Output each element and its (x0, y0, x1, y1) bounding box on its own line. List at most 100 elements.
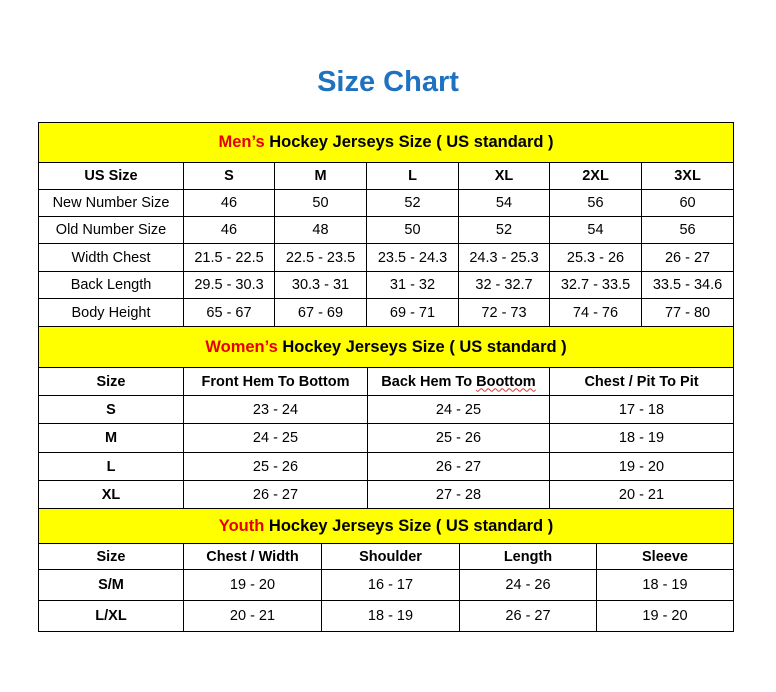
table-cell: 48 (274, 216, 367, 244)
table-cell: 17 - 18 (548, 395, 735, 424)
row-label: New Number Size (38, 189, 184, 217)
column-header-label: Size (96, 548, 126, 565)
table-cell: 26 - 27 (459, 600, 597, 632)
table-cell: 72 - 73 (458, 298, 550, 327)
section-title-text: Hockey Jerseys Size ( US standard ) (264, 133, 554, 151)
row-label: M (38, 423, 184, 453)
table-cell: 69 - 71 (366, 298, 459, 327)
youth-size-table: Youth Hockey Jerseys Size ( US standard … (37, 508, 735, 632)
table-cell: 50 (366, 216, 459, 244)
row-label: S (38, 395, 184, 424)
table-cell: 20 - 21 (183, 600, 322, 632)
column-header-label: 2XL (582, 168, 609, 184)
column-header: Size (38, 543, 184, 570)
table-row: S/M 19 - 20 16 - 17 24 - 26 18 - 19 (38, 569, 735, 601)
header-row: Size Front Hem To Bottom Back Hem To Boott… (38, 367, 735, 396)
table-row: S 23 - 24 24 - 25 17 - 18 (38, 395, 735, 424)
row-label: Old Number Size (38, 216, 184, 244)
column-header: Length (459, 543, 597, 570)
table-cell: 21.5 - 22.5 (183, 243, 275, 272)
column-header-label: Sleeve (642, 548, 688, 565)
column-header: US Size (38, 162, 184, 190)
womens-size-table: Women’s Hockey Jerseys Size ( US standar… (37, 326, 735, 509)
table-cell: 16 - 17 (321, 569, 460, 601)
table-cell: 26 - 27 (183, 480, 368, 509)
header-row: US Size S M L XL 2XL 3XL (38, 162, 735, 190)
section-title: Youth Hockey Jerseys Size ( US standard … (37, 508, 735, 544)
section-title: Men’s Hockey Jerseys Size ( US standard … (37, 122, 735, 163)
table-cell: 30.3 - 31 (274, 271, 367, 299)
column-header-label: Chest / Width (206, 548, 299, 565)
section-title-row: Youth Hockey Jerseys Size ( US standard … (37, 508, 735, 544)
column-header-label: S (224, 168, 234, 184)
table-cell: 25 - 26 (367, 423, 550, 453)
column-header-label: L (408, 168, 417, 184)
column-header: Size (38, 367, 184, 396)
table-cell: 23.5 - 24.3 (366, 243, 459, 272)
column-header: XL (458, 162, 550, 190)
column-header-label: XL (494, 168, 514, 184)
table-cell: 52 (366, 189, 459, 217)
table-row: M 24 - 25 25 - 26 18 - 19 (38, 423, 735, 453)
row-label: L/XL (38, 600, 184, 632)
page-title: Size Chart (317, 66, 459, 98)
table-cell: 77 - 80 (640, 298, 735, 327)
section-title-row: Women’s Hockey Jerseys Size ( US standar… (37, 326, 735, 368)
table-cell: 56 (640, 216, 735, 244)
column-header-label: M (314, 168, 327, 184)
table-cell: 19 - 20 (595, 600, 735, 632)
table-cell: 52 (458, 216, 550, 244)
section-title-text: Hockey Jerseys Size ( US standard ) (264, 516, 554, 535)
column-header: Shoulder (321, 543, 460, 570)
table-cell: 26 - 27 (640, 243, 735, 272)
table-cell: 23 - 24 (183, 395, 368, 424)
column-header-label: Shoulder (359, 548, 422, 565)
table-cell: 32.7 - 33.5 (549, 271, 642, 299)
row-label: Width Chest (38, 243, 184, 272)
column-header-label: Front Hem To Bottom (201, 373, 350, 390)
table-row: L/XL 20 - 21 18 - 19 26 - 27 19 - 20 (38, 600, 735, 632)
table-cell: 65 - 67 (183, 298, 275, 327)
table-cell: 54 (549, 216, 642, 244)
table-cell: 46 (183, 216, 275, 244)
table-cell: 24 - 26 (459, 569, 597, 601)
table-row: XL 26 - 27 27 - 28 20 - 21 (38, 480, 735, 509)
table-cell: 50 (274, 189, 367, 217)
table-cell: 60 (640, 189, 735, 217)
table-cell: 26 - 27 (367, 452, 550, 481)
table-row: Body Height 65 - 67 67 - 69 69 - 71 72 - 73 7… (38, 298, 735, 327)
column-header: 2XL (549, 162, 642, 190)
table-cell: 56 (549, 189, 642, 217)
column-header: Front Hem To Bottom (183, 367, 368, 396)
column-header: M (274, 162, 367, 190)
table-cell: 24.3 - 25.3 (458, 243, 550, 272)
row-label: Back Length (38, 271, 184, 299)
section-title-highlight: Youth (218, 516, 265, 535)
column-header: L (366, 162, 459, 190)
table-cell: 29.5 - 30.3 (183, 271, 275, 299)
table-cell: 31 - 32 (366, 271, 459, 299)
table-cell: 24 - 25 (183, 423, 368, 453)
table-row: Old Number Size 46 48 50 52 54 56 (38, 216, 735, 244)
table-cell: 19 - 20 (548, 452, 735, 481)
table-cell: 24 - 25 (367, 395, 550, 424)
table-cell: 22.5 - 23.5 (274, 243, 367, 272)
table-cell: 67 - 69 (274, 298, 367, 327)
table-cell: 32 - 32.7 (458, 271, 550, 299)
column-header: 3XL (640, 162, 735, 190)
column-header: S (183, 162, 275, 190)
section-title-row: Men’s Hockey Jerseys Size ( US standard … (37, 122, 735, 163)
table-cell: 25.3 - 26 (549, 243, 642, 272)
header-row: Size Chest / Width Shoulder Length Sleeve (38, 543, 735, 570)
table-row: Width Chest 21.5 - 22.5 22.5 - 23.5 23.5 - … (38, 243, 735, 272)
section-title: Women’s Hockey Jerseys Size ( US standar… (37, 326, 735, 368)
column-header: Chest / Pit To Pit (548, 367, 735, 396)
table-cell: 27 - 28 (367, 480, 550, 509)
table-cell: 20 - 21 (548, 480, 735, 509)
row-label: S/M (38, 569, 184, 601)
section-title-highlight: Men’s (218, 133, 265, 151)
column-header-label: Length (503, 548, 553, 565)
section-title-text: Hockey Jerseys Size ( US standard ) (277, 337, 567, 356)
column-header-label: US Size (84, 168, 138, 184)
row-label: L (38, 452, 184, 481)
